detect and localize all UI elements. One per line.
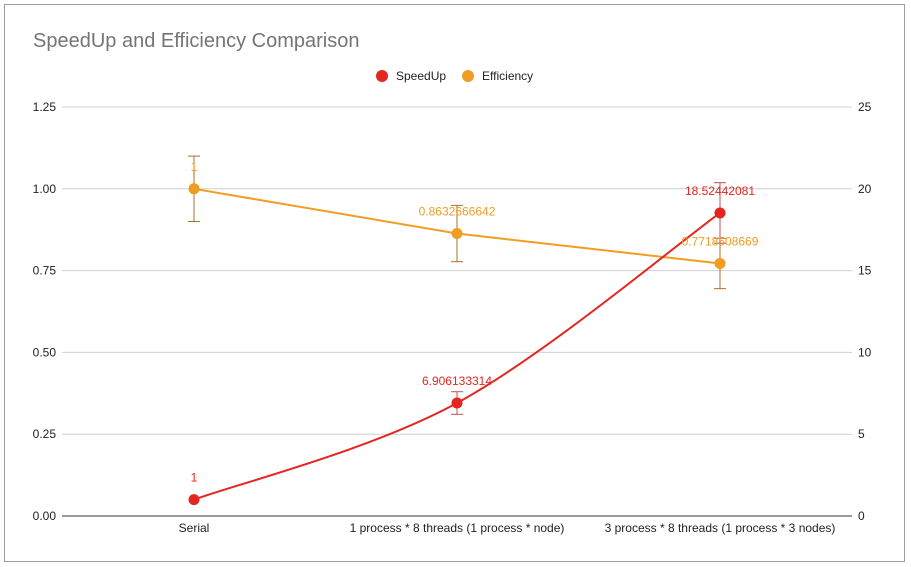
efficiency-data-label: 0.8632666642 (419, 205, 496, 219)
legend-label-efficiency: Efficiency (482, 69, 534, 83)
left-y-tick-label: 0.50 (33, 345, 57, 359)
legend-marker-speedup (376, 70, 388, 82)
efficiency-point (188, 183, 200, 195)
legend-label-speedup: SpeedUp (396, 69, 447, 83)
x-tick-label: 3 process * 8 threads (1 process * 3 nod… (605, 521, 836, 535)
speedup-data-label: 6.906133314 (422, 374, 492, 388)
legend-item-speedup[interactable]: SpeedUp (376, 69, 446, 83)
speedup-point (451, 397, 463, 409)
x-tick-label: 1 process * 8 threads (1 process * node) (350, 521, 565, 535)
legend-item-efficiency[interactable]: Efficiency (462, 69, 533, 83)
efficiency-point (714, 257, 726, 269)
efficiency-point (451, 228, 463, 240)
legend-marker-efficiency (462, 70, 475, 82)
right-y-tick-label: 25 (858, 100, 872, 114)
speedup-data-label: 1 (191, 471, 198, 485)
left-y-tick-label: 0.75 (33, 264, 57, 278)
right-y-tick-label: 10 (858, 345, 872, 359)
left-y-tick-label: 0.25 (33, 427, 57, 441)
speedup-point (714, 207, 726, 219)
left-y-tick-label: 1.25 (33, 100, 57, 114)
right-y-tick-label: 0 (858, 509, 865, 523)
chart-legend[interactable]: SpeedUp Efficiency (376, 69, 549, 83)
right-y-tick-label: 15 (858, 264, 872, 278)
chart-title: SpeedUp and Efficiency Comparison (33, 30, 360, 52)
chart-frame (4, 4, 905, 562)
speedup-point (188, 494, 200, 506)
efficiency-data-label: 1 (191, 160, 198, 174)
speedup-data-label: 18.52442081 (685, 184, 755, 198)
left-y-tick-label: 1.00 (33, 182, 57, 196)
left-y-tick-label: 0.00 (33, 509, 57, 523)
efficiency-data-label: 0.7718508669 (682, 234, 759, 248)
right-y-tick-label: 20 (858, 182, 872, 196)
right-y-tick-label: 5 (858, 427, 865, 441)
x-tick-label: Serial (179, 521, 210, 535)
